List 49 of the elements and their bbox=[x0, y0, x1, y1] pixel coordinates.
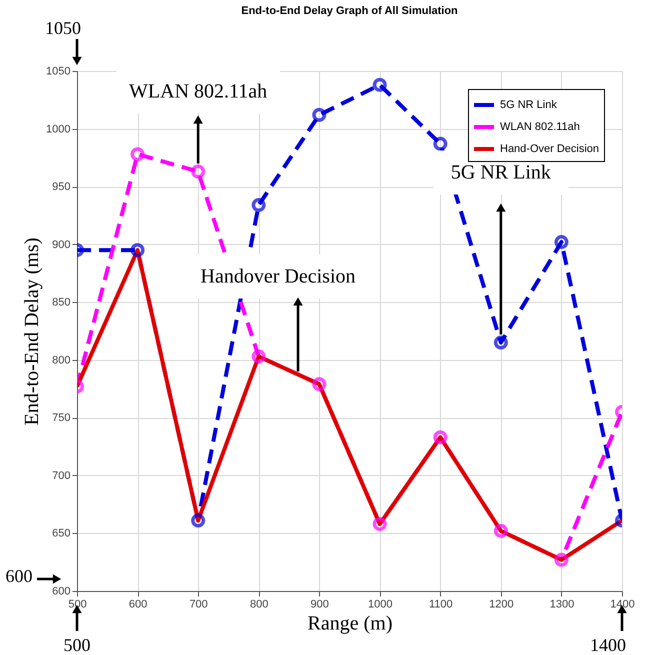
point bbox=[554, 552, 568, 567]
legend-label: Hand-Over Decision bbox=[500, 143, 600, 155]
point bbox=[372, 516, 387, 531]
x-tick-label: 900 bbox=[310, 598, 329, 610]
point bbox=[191, 164, 206, 179]
y-axis-title: End-to-End Delay (ms) bbox=[21, 238, 44, 426]
point bbox=[312, 108, 326, 122]
y-tick-label: 850 bbox=[52, 296, 70, 309]
text: 1400 bbox=[590, 635, 626, 655]
x-tick-label: 500 bbox=[68, 598, 87, 610]
line-series bbox=[77, 248, 622, 562]
point bbox=[372, 78, 387, 92]
x-tick-label: 700 bbox=[189, 598, 208, 610]
point bbox=[433, 136, 448, 151]
point bbox=[433, 430, 448, 444]
text: 600 bbox=[6, 566, 32, 586]
y-tick-label: 700 bbox=[52, 470, 70, 482]
y-tick-label: 750 bbox=[52, 412, 70, 424]
y-tick-label: 650 bbox=[52, 528, 70, 540]
x-tick-label: 1000 bbox=[368, 598, 393, 610]
annotation: 5G NR Link bbox=[450, 162, 551, 184]
annotation: WLAN 802.11ah bbox=[129, 80, 268, 103]
point bbox=[252, 349, 266, 364]
point bbox=[252, 198, 266, 212]
legend-label: 5G NR Link bbox=[500, 99, 558, 111]
y-tick-label: 1000 bbox=[46, 123, 70, 136]
point bbox=[191, 514, 206, 528]
y-tick-label: 600 bbox=[52, 586, 70, 598]
y-tick-label: 800 bbox=[52, 354, 70, 366]
x-tick-label: 1100 bbox=[429, 598, 453, 610]
point bbox=[130, 147, 145, 162]
x-tick-label: 1400 bbox=[610, 598, 635, 610]
y-tick-label: 950 bbox=[52, 181, 70, 194]
x-axis-title: Range (m) bbox=[308, 612, 392, 634]
point bbox=[494, 336, 508, 350]
chart-title: End-to-End Delay Graph of All Simulation bbox=[241, 5, 458, 17]
legend-label: WLAN 802.11ah bbox=[500, 121, 580, 133]
point bbox=[554, 235, 568, 250]
x-tick-label: 600 bbox=[128, 598, 148, 610]
annotation: Handover Decision bbox=[200, 265, 356, 288]
x-tick-label: 1200 bbox=[489, 598, 514, 610]
x-tick-label: 800 bbox=[250, 598, 268, 610]
point bbox=[130, 243, 145, 258]
point bbox=[494, 524, 508, 538]
y-tick-label: 1050 bbox=[46, 66, 70, 78]
y-tick-label: 900 bbox=[52, 238, 70, 251]
x-tick-label: 1300 bbox=[550, 598, 574, 610]
point bbox=[312, 377, 326, 392]
text: 500 bbox=[64, 635, 90, 655]
